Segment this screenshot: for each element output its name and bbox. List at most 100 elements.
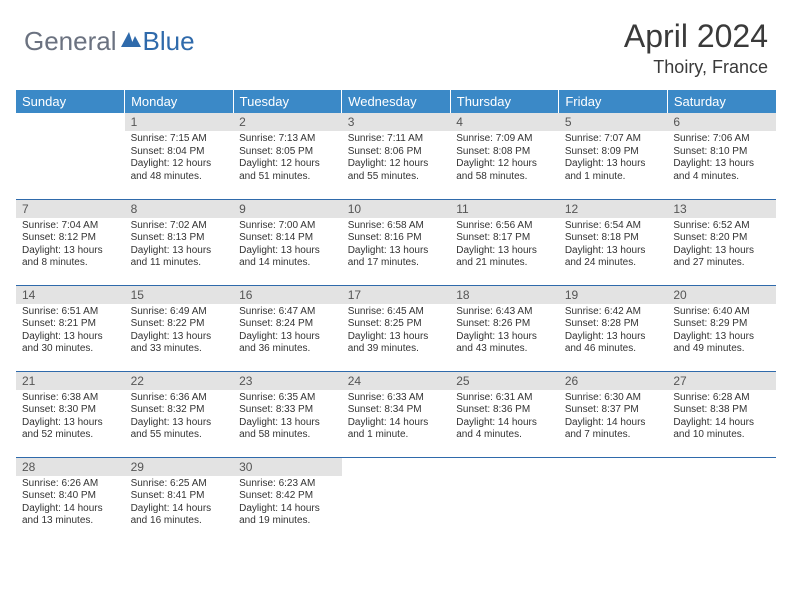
- sunset-text: Sunset: 8:33 PM: [239, 404, 336, 417]
- sunset-text: Sunset: 8:40 PM: [22, 490, 119, 503]
- daylight-text: Daylight: 13 hours and 49 minutes.: [673, 331, 770, 356]
- sunset-text: Sunset: 8:05 PM: [239, 146, 336, 159]
- day-number: 7: [16, 200, 125, 218]
- day-info: Sunrise: 6:58 AMSunset: 8:16 PMDaylight:…: [342, 218, 451, 274]
- calendar-day-cell: 29Sunrise: 6:25 AMSunset: 8:41 PMDayligh…: [125, 457, 234, 543]
- daylight-text: Daylight: 14 hours and 13 minutes.: [22, 503, 119, 528]
- day-number: 28: [16, 458, 125, 476]
- calendar-day-cell: [559, 457, 668, 543]
- daylight-text: Daylight: 13 hours and 58 minutes.: [239, 417, 336, 442]
- day-info: Sunrise: 6:30 AMSunset: 8:37 PMDaylight:…: [559, 390, 668, 446]
- calendar-day-cell: 6Sunrise: 7:06 AMSunset: 8:10 PMDaylight…: [667, 113, 776, 199]
- daylight-text: Daylight: 13 hours and 27 minutes.: [673, 245, 770, 270]
- calendar-day-cell: 1Sunrise: 7:15 AMSunset: 8:04 PMDaylight…: [125, 113, 234, 199]
- daylight-text: Daylight: 13 hours and 52 minutes.: [22, 417, 119, 442]
- day-info: Sunrise: 6:26 AMSunset: 8:40 PMDaylight:…: [16, 476, 125, 532]
- day-info: Sunrise: 6:56 AMSunset: 8:17 PMDaylight:…: [450, 218, 559, 274]
- calendar-day-cell: 9Sunrise: 7:00 AMSunset: 8:14 PMDaylight…: [233, 199, 342, 285]
- calendar-day-cell: 15Sunrise: 6:49 AMSunset: 8:22 PMDayligh…: [125, 285, 234, 371]
- sunset-text: Sunset: 8:30 PM: [22, 404, 119, 417]
- sunrise-text: Sunrise: 6:54 AM: [565, 220, 662, 233]
- sunset-text: Sunset: 8:41 PM: [131, 490, 228, 503]
- calendar-day-cell: 20Sunrise: 6:40 AMSunset: 8:29 PMDayligh…: [667, 285, 776, 371]
- day-number: 19: [559, 286, 668, 304]
- day-info: Sunrise: 6:51 AMSunset: 8:21 PMDaylight:…: [16, 304, 125, 360]
- sunrise-text: Sunrise: 6:28 AM: [673, 392, 770, 405]
- weekday-header: Thursday: [450, 90, 559, 113]
- daylight-text: Daylight: 13 hours and 46 minutes.: [565, 331, 662, 356]
- calendar-day-cell: [16, 113, 125, 199]
- brand-logo: General Blue: [24, 18, 195, 57]
- sunset-text: Sunset: 8:18 PM: [565, 232, 662, 245]
- daylight-text: Daylight: 12 hours and 55 minutes.: [348, 158, 445, 183]
- day-info: Sunrise: 6:25 AMSunset: 8:41 PMDaylight:…: [125, 476, 234, 532]
- daylight-text: Daylight: 13 hours and 36 minutes.: [239, 331, 336, 356]
- sunrise-text: Sunrise: 7:00 AM: [239, 220, 336, 233]
- sunrise-text: Sunrise: 6:33 AM: [348, 392, 445, 405]
- daylight-text: Daylight: 14 hours and 4 minutes.: [456, 417, 553, 442]
- sunrise-text: Sunrise: 7:06 AM: [673, 133, 770, 146]
- day-number: 23: [233, 372, 342, 390]
- day-number: [559, 458, 668, 462]
- day-number: [667, 458, 776, 462]
- sunset-text: Sunset: 8:24 PM: [239, 318, 336, 331]
- day-number: 10: [342, 200, 451, 218]
- day-number: 27: [667, 372, 776, 390]
- month-title: April 2024: [624, 18, 768, 55]
- day-info: Sunrise: 7:07 AMSunset: 8:09 PMDaylight:…: [559, 131, 668, 187]
- day-info: Sunrise: 6:54 AMSunset: 8:18 PMDaylight:…: [559, 218, 668, 274]
- daylight-text: Daylight: 14 hours and 16 minutes.: [131, 503, 228, 528]
- day-info: Sunrise: 6:47 AMSunset: 8:24 PMDaylight:…: [233, 304, 342, 360]
- weekday-header: Wednesday: [342, 90, 451, 113]
- daylight-text: Daylight: 14 hours and 10 minutes.: [673, 417, 770, 442]
- sunset-text: Sunset: 8:34 PM: [348, 404, 445, 417]
- sunset-text: Sunset: 8:26 PM: [456, 318, 553, 331]
- calendar-day-cell: 7Sunrise: 7:04 AMSunset: 8:12 PMDaylight…: [16, 199, 125, 285]
- daylight-text: Daylight: 13 hours and 55 minutes.: [131, 417, 228, 442]
- day-info: Sunrise: 6:45 AMSunset: 8:25 PMDaylight:…: [342, 304, 451, 360]
- sunset-text: Sunset: 8:08 PM: [456, 146, 553, 159]
- sunset-text: Sunset: 8:38 PM: [673, 404, 770, 417]
- sunset-text: Sunset: 8:37 PM: [565, 404, 662, 417]
- calendar-day-cell: 25Sunrise: 6:31 AMSunset: 8:36 PMDayligh…: [450, 371, 559, 457]
- day-number: 18: [450, 286, 559, 304]
- calendar-table: Sunday Monday Tuesday Wednesday Thursday…: [16, 90, 776, 543]
- daylight-text: Daylight: 13 hours and 33 minutes.: [131, 331, 228, 356]
- sunset-text: Sunset: 8:10 PM: [673, 146, 770, 159]
- calendar-day-cell: [667, 457, 776, 543]
- sunset-text: Sunset: 8:29 PM: [673, 318, 770, 331]
- daylight-text: Daylight: 12 hours and 58 minutes.: [456, 158, 553, 183]
- day-number: 8: [125, 200, 234, 218]
- day-number: 3: [342, 113, 451, 131]
- calendar-day-cell: 8Sunrise: 7:02 AMSunset: 8:13 PMDaylight…: [125, 199, 234, 285]
- daylight-text: Daylight: 13 hours and 1 minute.: [565, 158, 662, 183]
- day-info: Sunrise: 6:38 AMSunset: 8:30 PMDaylight:…: [16, 390, 125, 446]
- day-info: Sunrise: 7:06 AMSunset: 8:10 PMDaylight:…: [667, 131, 776, 187]
- sunrise-text: Sunrise: 7:04 AM: [22, 220, 119, 233]
- calendar-day-cell: 21Sunrise: 6:38 AMSunset: 8:30 PMDayligh…: [16, 371, 125, 457]
- calendar-week-row: 14Sunrise: 6:51 AMSunset: 8:21 PMDayligh…: [16, 285, 776, 371]
- day-number: 13: [667, 200, 776, 218]
- sunrise-text: Sunrise: 6:23 AM: [239, 478, 336, 491]
- sunset-text: Sunset: 8:13 PM: [131, 232, 228, 245]
- day-number: 6: [667, 113, 776, 131]
- weekday-header: Friday: [559, 90, 668, 113]
- day-info: Sunrise: 7:13 AMSunset: 8:05 PMDaylight:…: [233, 131, 342, 187]
- daylight-text: Daylight: 14 hours and 1 minute.: [348, 417, 445, 442]
- calendar-day-cell: 12Sunrise: 6:54 AMSunset: 8:18 PMDayligh…: [559, 199, 668, 285]
- calendar-day-cell: 19Sunrise: 6:42 AMSunset: 8:28 PMDayligh…: [559, 285, 668, 371]
- daylight-text: Daylight: 13 hours and 43 minutes.: [456, 331, 553, 356]
- brand-part1: General: [24, 26, 117, 57]
- sunrise-text: Sunrise: 6:31 AM: [456, 392, 553, 405]
- calendar-week-row: 28Sunrise: 6:26 AMSunset: 8:40 PMDayligh…: [16, 457, 776, 543]
- day-info: Sunrise: 6:52 AMSunset: 8:20 PMDaylight:…: [667, 218, 776, 274]
- sunrise-text: Sunrise: 6:56 AM: [456, 220, 553, 233]
- sunrise-text: Sunrise: 6:43 AM: [456, 306, 553, 319]
- calendar-day-cell: 17Sunrise: 6:45 AMSunset: 8:25 PMDayligh…: [342, 285, 451, 371]
- daylight-text: Daylight: 12 hours and 51 minutes.: [239, 158, 336, 183]
- daylight-text: Daylight: 13 hours and 21 minutes.: [456, 245, 553, 270]
- day-info: Sunrise: 6:28 AMSunset: 8:38 PMDaylight:…: [667, 390, 776, 446]
- day-number: 26: [559, 372, 668, 390]
- sunset-text: Sunset: 8:25 PM: [348, 318, 445, 331]
- day-info: Sunrise: 7:15 AMSunset: 8:04 PMDaylight:…: [125, 131, 234, 187]
